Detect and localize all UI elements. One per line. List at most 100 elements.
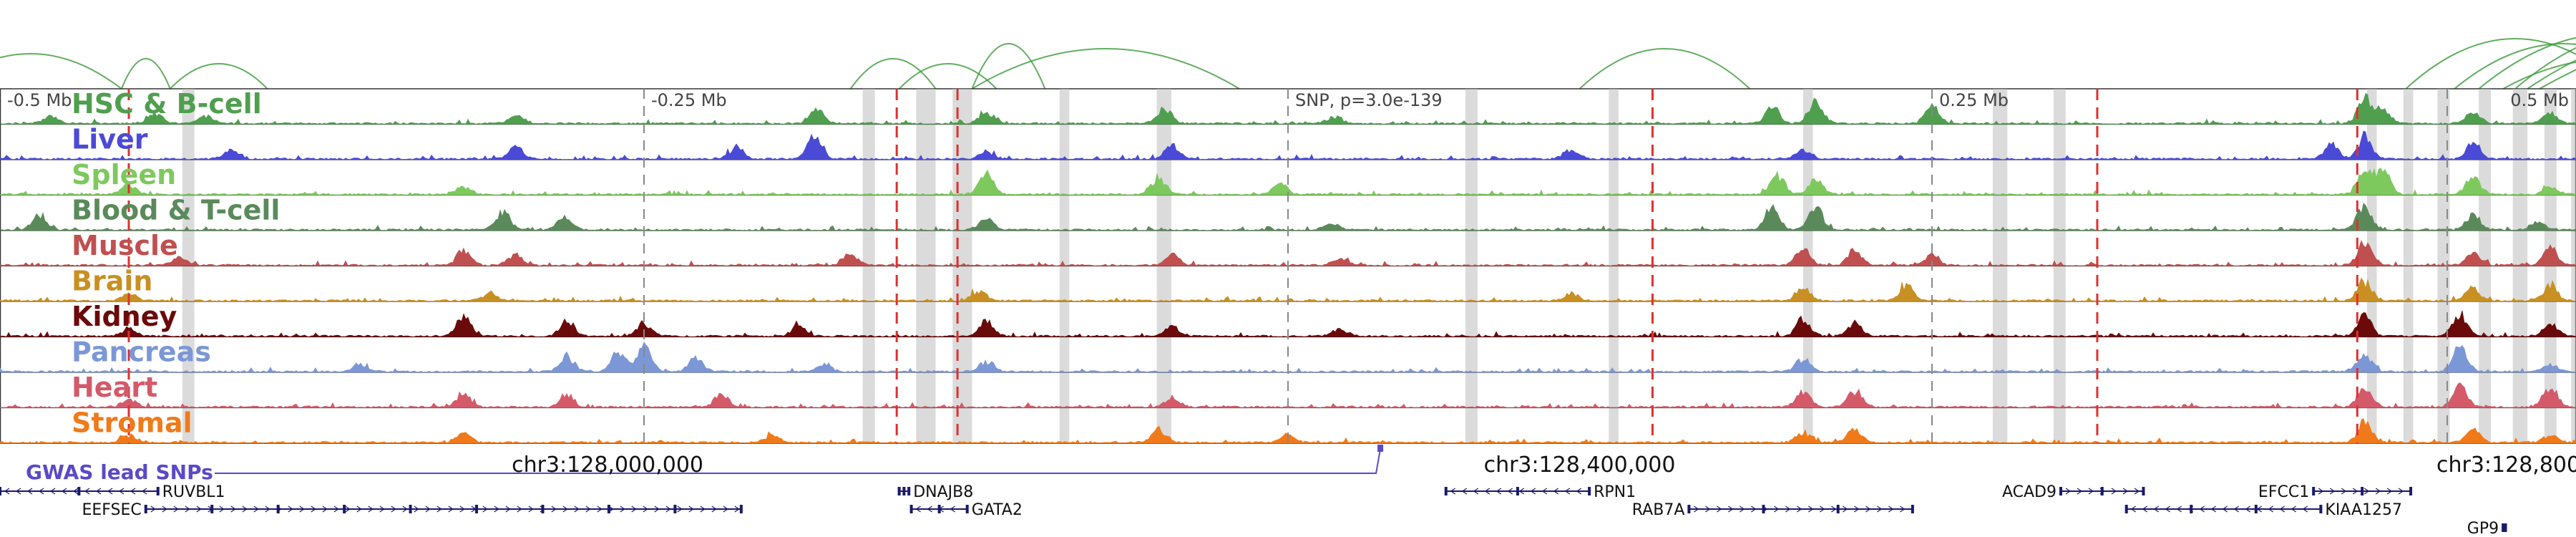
strand-arrow xyxy=(185,505,190,513)
red-dashed-markers xyxy=(127,89,2358,443)
gene-eefsec: EEFSEC xyxy=(82,501,743,519)
strand-arrow xyxy=(631,505,637,513)
strand-arrow xyxy=(1694,505,1699,513)
strand-arrow xyxy=(711,505,717,513)
strand-arrow xyxy=(1785,505,1791,513)
strand-arrow xyxy=(2065,488,2072,495)
genomic-coordinate: chr3:128,400,000 xyxy=(1484,453,1676,478)
chromatin-loops xyxy=(0,37,2576,90)
strand-arrow xyxy=(368,505,374,513)
strand-arrow xyxy=(118,488,125,495)
track-label: Blood & T-cell xyxy=(72,195,280,226)
strand-arrow xyxy=(1797,505,1802,513)
strand-arrow xyxy=(107,488,113,495)
strand-arrow xyxy=(2176,505,2182,513)
chromatin-loop-arc xyxy=(2454,43,2576,90)
gene-exon xyxy=(144,505,147,513)
signal-area xyxy=(0,130,2576,160)
gwas-track: GWAS lead SNPs xyxy=(26,445,1384,484)
gene-exon xyxy=(1687,505,1691,513)
strand-arrow xyxy=(517,505,522,513)
gene-kiaa1257: KIAA1257 xyxy=(2124,501,2402,519)
strand-arrow xyxy=(2329,488,2336,495)
chromatin-loop-arc xyxy=(170,63,268,90)
strand-arrow xyxy=(927,505,932,513)
strand-arrow xyxy=(2099,488,2106,495)
gene-label: KIAA1257 xyxy=(2325,501,2402,519)
strand-arrow xyxy=(2318,488,2324,495)
chromatin-loop-arc xyxy=(2514,47,2576,90)
strand-arrow xyxy=(436,505,442,513)
strand-arrow xyxy=(356,505,362,513)
strand-arrow xyxy=(2256,505,2263,513)
strand-arrow xyxy=(643,505,648,513)
strand-arrow xyxy=(1865,505,1871,513)
gene-exon xyxy=(343,505,346,513)
chromatin-loop-arc xyxy=(0,53,122,90)
strand-arrow xyxy=(2290,505,2297,513)
strand-arrow xyxy=(2077,488,2083,495)
gene-exon xyxy=(2319,505,2323,513)
track-label: Heart xyxy=(72,372,157,403)
strand-arrow xyxy=(1461,488,1468,495)
strand-arrow xyxy=(1831,505,1837,513)
strand-arrow xyxy=(915,505,921,513)
track-label: Brain xyxy=(72,266,152,297)
strand-arrow xyxy=(299,505,305,513)
strand-arrow xyxy=(2363,488,2370,495)
gene-exon xyxy=(2190,505,2193,513)
strand-arrow xyxy=(938,505,944,513)
strand-arrow xyxy=(482,505,488,513)
track-labels: HSC & B-cell Liver Spleen Blood & T-cell Mus… xyxy=(72,88,280,439)
strand-arrow xyxy=(1507,488,1513,495)
strand-arrow xyxy=(1450,488,1456,495)
strand-arrow xyxy=(2122,488,2129,495)
gene-exon xyxy=(607,505,610,513)
signal-area xyxy=(0,203,2576,231)
strand-arrow xyxy=(2130,505,2137,513)
strand-arrow xyxy=(208,505,213,513)
strand-arrow xyxy=(2341,488,2347,495)
strand-arrow xyxy=(1774,505,1780,513)
strand-arrow xyxy=(425,505,431,513)
strand-arrow xyxy=(597,505,602,513)
gene-gp9: GP9 xyxy=(2467,520,2507,537)
gene-label: ACAD9 xyxy=(2002,483,2057,501)
strand-arrow xyxy=(1888,505,1894,513)
strand-arrow xyxy=(4,488,10,495)
signal-area xyxy=(0,168,2576,195)
gene-label: EFCC1 xyxy=(2258,483,2309,501)
gene-rab7a: RAB7A xyxy=(1632,501,1914,519)
strand-arrow xyxy=(2111,488,2117,495)
signal-area xyxy=(0,92,2576,125)
gene-exon xyxy=(2409,487,2413,495)
strand-arrow xyxy=(665,505,671,513)
strand-arrow xyxy=(230,505,236,513)
strand-arrow xyxy=(2134,488,2140,495)
strand-arrow xyxy=(38,488,44,495)
strand-arrow xyxy=(654,505,660,513)
strand-arrow xyxy=(414,505,419,513)
strand-arrow xyxy=(734,505,740,513)
strand-arrow xyxy=(391,505,396,513)
gene-exon xyxy=(276,505,280,513)
strand-arrow xyxy=(700,505,706,513)
strand-arrow xyxy=(1762,505,1768,513)
strand-arrow xyxy=(540,505,545,513)
strand-arrow xyxy=(1553,488,1559,495)
strand-arrow xyxy=(2153,505,2160,513)
gene-exon xyxy=(2124,505,2128,513)
strand-arrow xyxy=(276,505,282,513)
chromatin-loop-arc xyxy=(2405,38,2576,90)
strand-arrow xyxy=(141,488,147,495)
strand-arrow xyxy=(1530,488,1536,495)
gene-efcc1: EFCC1 xyxy=(2258,483,2413,501)
strand-arrow xyxy=(608,505,614,513)
strand-arrow xyxy=(2088,488,2094,495)
gene-exon xyxy=(409,505,412,513)
chromatin-loop-arc xyxy=(2502,61,2576,90)
strand-arrow xyxy=(677,505,683,513)
gwas-snp-marker xyxy=(1377,445,1384,452)
